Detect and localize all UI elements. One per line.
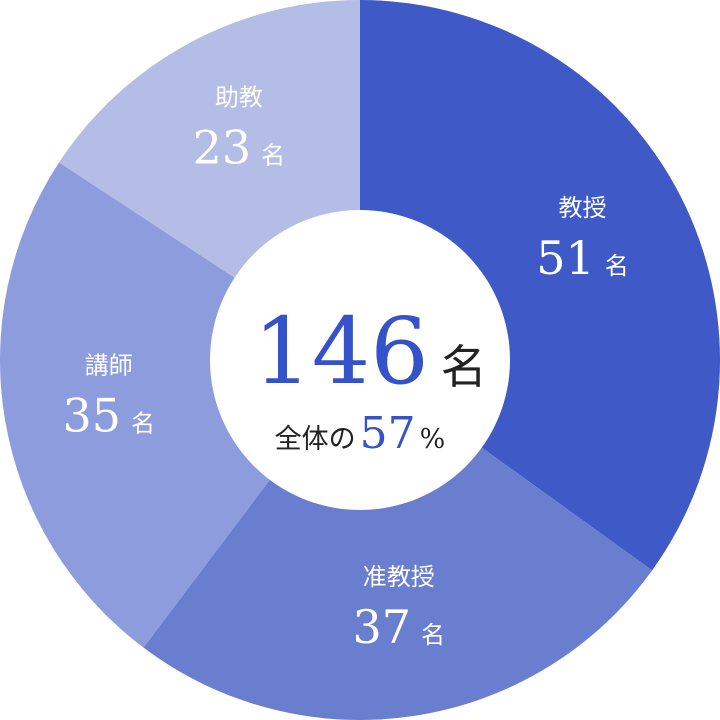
slice-label-0: 教授 51 名 xyxy=(536,194,629,285)
share-value: 57 xyxy=(360,408,416,459)
value-label: 51 名 xyxy=(536,231,629,285)
donut-hole xyxy=(210,210,510,510)
category-label: 助教 xyxy=(215,84,263,112)
value-label: 23 名 xyxy=(193,121,286,175)
pie-slice-0 xyxy=(360,0,720,571)
value-number: 35 xyxy=(62,389,121,443)
pie-slice-2 xyxy=(0,162,360,648)
category-label: 講師 xyxy=(85,352,133,380)
value-unit: 名 xyxy=(605,252,629,280)
value-unit: 名 xyxy=(131,410,155,438)
total-unit: 名 xyxy=(441,340,487,394)
value-number: 51 xyxy=(536,231,595,285)
value-unit: 名 xyxy=(261,142,285,170)
share-label: 全体の57% xyxy=(275,408,446,459)
value-number: 37 xyxy=(352,600,411,654)
value-number: 23 xyxy=(193,121,252,175)
slice-label-3: 助教 23 名 xyxy=(193,84,286,175)
value-label: 35 名 xyxy=(62,389,155,443)
pie-slice-1 xyxy=(143,360,653,720)
total-number: 146 xyxy=(253,298,429,405)
share-prefix: 全体の xyxy=(275,424,356,455)
slice-label-1: 准教授 37 名 xyxy=(352,563,445,654)
total-label: 146 名 xyxy=(253,298,487,405)
slice-label-2: 講師 35 名 xyxy=(62,352,155,443)
category-label: 准教授 xyxy=(363,563,435,591)
value-unit: 名 xyxy=(421,621,445,649)
share-unit: % xyxy=(420,424,446,455)
category-label: 教授 xyxy=(559,194,607,222)
value-label: 37 名 xyxy=(352,600,445,654)
